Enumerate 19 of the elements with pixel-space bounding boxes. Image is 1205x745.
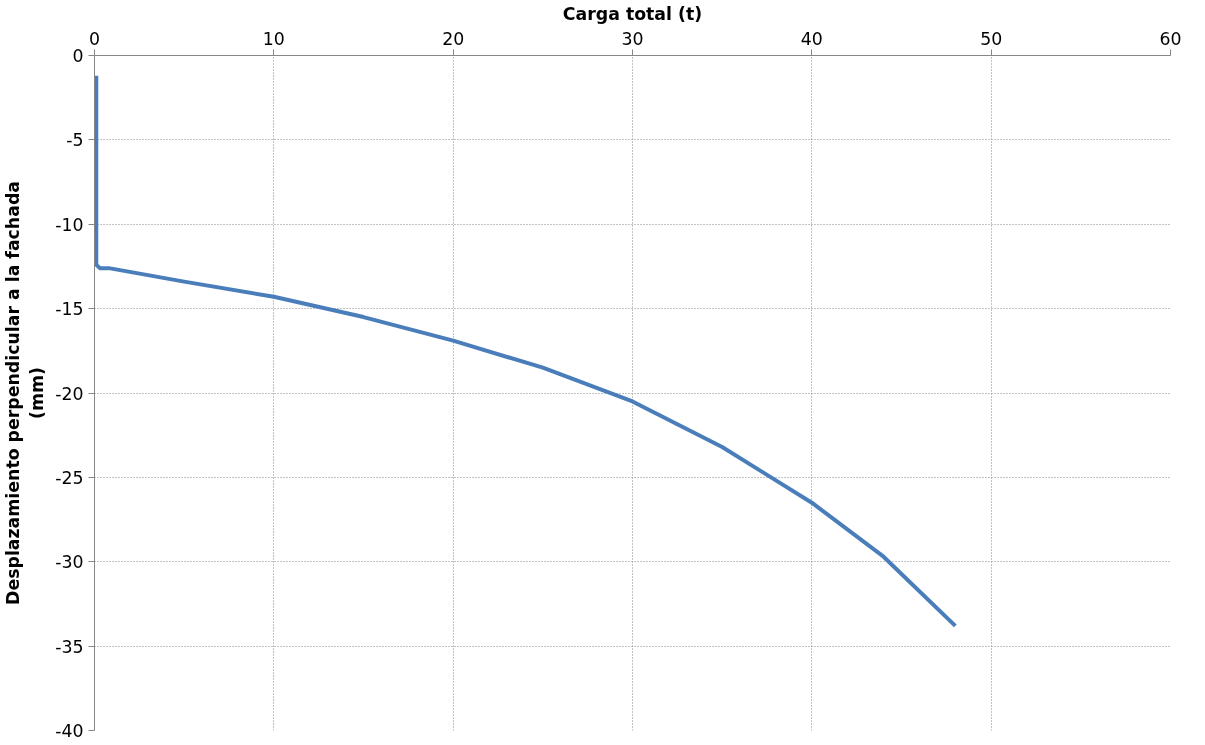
y-tick-label: -40	[55, 721, 84, 741]
y-tick-label: -15	[55, 299, 84, 320]
y-tick-label: -5	[66, 130, 84, 151]
x-axis-title: Carga total (t)	[562, 3, 703, 24]
y-tick-label: -35	[55, 636, 84, 657]
x-tick-label: 0	[88, 28, 101, 49]
x-tick-label: 30	[621, 28, 644, 49]
x-tick-label: 40	[800, 28, 823, 49]
y-tick-label: 0	[72, 46, 84, 66]
x-tick-label: 60	[1159, 28, 1182, 49]
y-tick-label: -25	[55, 467, 84, 488]
line-series	[94, 73, 958, 628]
y-tick-label: -30	[55, 552, 84, 573]
x-tick-label: 10	[262, 28, 285, 49]
y-axis-title: Desplazamiento perpendicular a la fachada (mm)	[3, 181, 48, 605]
x-tick-label: 50	[980, 28, 1003, 49]
y-tick-label: -20	[55, 383, 84, 404]
x-tick-label: 20	[442, 28, 465, 49]
y-tick-label: -10	[55, 214, 84, 235]
